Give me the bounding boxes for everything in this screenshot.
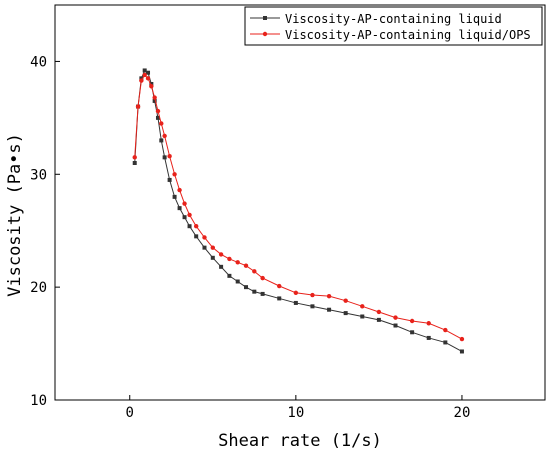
data-point [139, 76, 144, 81]
data-point [139, 78, 144, 83]
y-tick-label: 40 [30, 54, 47, 70]
legend-marker [262, 31, 268, 37]
data-point [210, 245, 215, 250]
data-point [260, 275, 265, 281]
y-tick-label: 30 [30, 167, 47, 183]
legend-item: Viscosity-AP-containing liquid [250, 12, 502, 26]
data-point [252, 289, 257, 294]
data-point [393, 315, 398, 320]
data-point [376, 317, 381, 322]
data-point [393, 323, 398, 328]
data-point [149, 82, 154, 86]
legend-marker [263, 16, 267, 20]
data-point [310, 304, 315, 309]
legend-box [244, 6, 543, 46]
data-point [459, 349, 464, 354]
data-point [443, 327, 448, 333]
data-point [146, 70, 151, 75]
series-line [134, 74, 463, 340]
axis-ticks: 0 10 20 10 20 30 40 [30, 54, 470, 421]
data-point [376, 309, 382, 315]
data-point [135, 104, 141, 109]
series-line [134, 69, 463, 352]
data-point [343, 298, 348, 303]
data-point [172, 172, 177, 177]
series-1 [132, 68, 464, 354]
data-point [243, 263, 249, 268]
data-point [159, 138, 164, 143]
data-point [202, 245, 207, 250]
x-tick-label: 10 [287, 405, 304, 421]
data-point [167, 154, 172, 159]
data-point [162, 155, 167, 160]
y-axis-title: Viscosity (Pa•s) [5, 133, 25, 297]
x-tick-label: 0 [126, 405, 134, 421]
data-point [293, 290, 299, 295]
data-point [426, 321, 431, 326]
data-point [244, 285, 249, 290]
data-point [187, 212, 192, 218]
data-point [277, 296, 282, 301]
data-point [177, 206, 182, 211]
data-point [187, 224, 192, 229]
data-point [142, 72, 147, 78]
data-point [219, 264, 224, 269]
series-layer [132, 68, 465, 354]
data-point [162, 133, 167, 139]
data-point [327, 307, 332, 312]
data-point [210, 255, 215, 260]
legend-label: Viscosity-AP-containing liquid/OPS [285, 28, 531, 42]
data-point [360, 304, 365, 309]
legend-label: Viscosity-AP-containing liquid [285, 12, 502, 26]
data-point [252, 269, 257, 274]
data-point [360, 314, 365, 319]
data-point [235, 279, 240, 284]
data-point [194, 234, 199, 239]
data-point [172, 194, 177, 199]
data-point [193, 224, 199, 229]
series-2 [132, 72, 465, 342]
data-point [142, 68, 147, 73]
y-tick-label: 10 [30, 393, 47, 409]
y-tick-label: 20 [30, 280, 47, 296]
data-point [277, 283, 282, 289]
data-point [132, 155, 137, 160]
plot-frame [54, 4, 546, 401]
data-point [152, 98, 157, 103]
data-point [227, 273, 232, 278]
data-point [167, 177, 172, 182]
data-point [218, 252, 224, 257]
data-point [159, 121, 164, 126]
legend-item: Viscosity-AP-containing liquid/OPS [250, 28, 531, 42]
data-point [182, 215, 187, 220]
data-point [293, 300, 298, 305]
data-point [155, 108, 161, 114]
data-point [410, 330, 415, 335]
data-point [177, 187, 182, 193]
data-point [202, 235, 207, 240]
data-point [149, 84, 154, 89]
data-point [227, 256, 232, 262]
x-axis-title: Shear rate (1/s) [218, 431, 382, 451]
data-point [155, 115, 160, 120]
data-point [443, 340, 448, 345]
data-point [343, 311, 348, 316]
data-point [182, 201, 187, 206]
data-point [326, 293, 332, 299]
data-point [260, 291, 265, 296]
data-point [145, 76, 151, 81]
data-point [426, 335, 431, 340]
data-point [152, 95, 157, 100]
data-point [459, 336, 465, 342]
legend: Viscosity-AP-containing liquid Viscosity-… [244, 6, 543, 46]
x-tick-label: 20 [454, 405, 471, 421]
data-point [409, 318, 415, 324]
data-point [132, 161, 137, 165]
data-point [235, 260, 240, 265]
data-point [310, 292, 315, 298]
